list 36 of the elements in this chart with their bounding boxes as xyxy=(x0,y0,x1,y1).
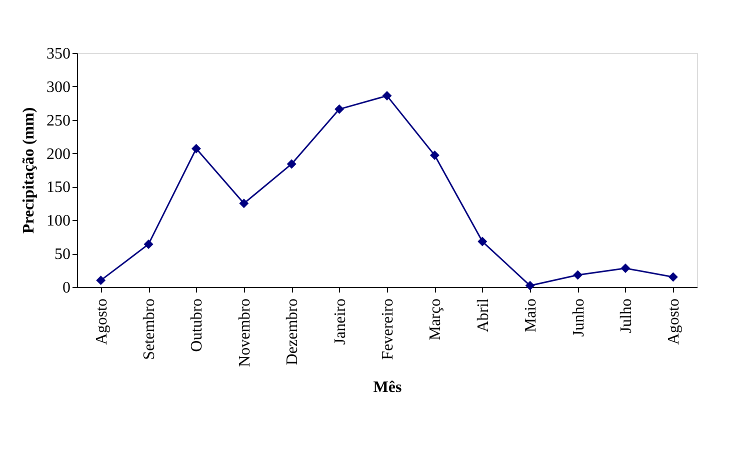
x-tick-label: Setembro xyxy=(141,298,158,360)
y-tick-label: 250 xyxy=(46,112,70,130)
point xyxy=(334,104,344,114)
x-tick-label: Outubro xyxy=(188,298,206,352)
point xyxy=(382,91,392,101)
y-tick-label: 200 xyxy=(46,146,70,163)
x-axis-title: Mês xyxy=(373,378,402,396)
point xyxy=(620,264,630,274)
x-tick-label: Junho xyxy=(570,298,588,337)
x-tick-label: Novembro xyxy=(236,298,254,367)
x-tick-label: Agosto xyxy=(666,298,683,345)
point xyxy=(668,272,678,282)
y-tick-label: 100 xyxy=(46,212,70,230)
x-tick-label: Maio xyxy=(522,298,540,332)
x-tick-label: Dezembro xyxy=(284,298,302,366)
y-tick-label: 350 xyxy=(46,46,70,62)
point xyxy=(96,276,106,286)
y-tick-label: 150 xyxy=(46,179,70,196)
x-tick-label: Março xyxy=(427,298,444,340)
point xyxy=(478,236,488,246)
point xyxy=(191,144,201,154)
point xyxy=(525,280,535,290)
point xyxy=(144,239,154,249)
y-axis-title: Precipitação (mm) xyxy=(20,107,38,234)
y-tick-label: 50 xyxy=(54,246,70,264)
point xyxy=(286,159,296,169)
y-tick-label: 0 xyxy=(62,280,70,296)
y-tick-label: 300 xyxy=(46,78,70,96)
x-tick-label: Julho xyxy=(618,298,635,334)
x-tick-label: Janeiro xyxy=(332,298,349,345)
point xyxy=(573,270,583,280)
point xyxy=(430,150,440,160)
point xyxy=(239,198,249,208)
x-tick-label: Abril xyxy=(474,298,492,332)
x-tick-label: Agosto xyxy=(93,298,110,345)
x-tick-label: Fevereiro xyxy=(380,298,396,360)
